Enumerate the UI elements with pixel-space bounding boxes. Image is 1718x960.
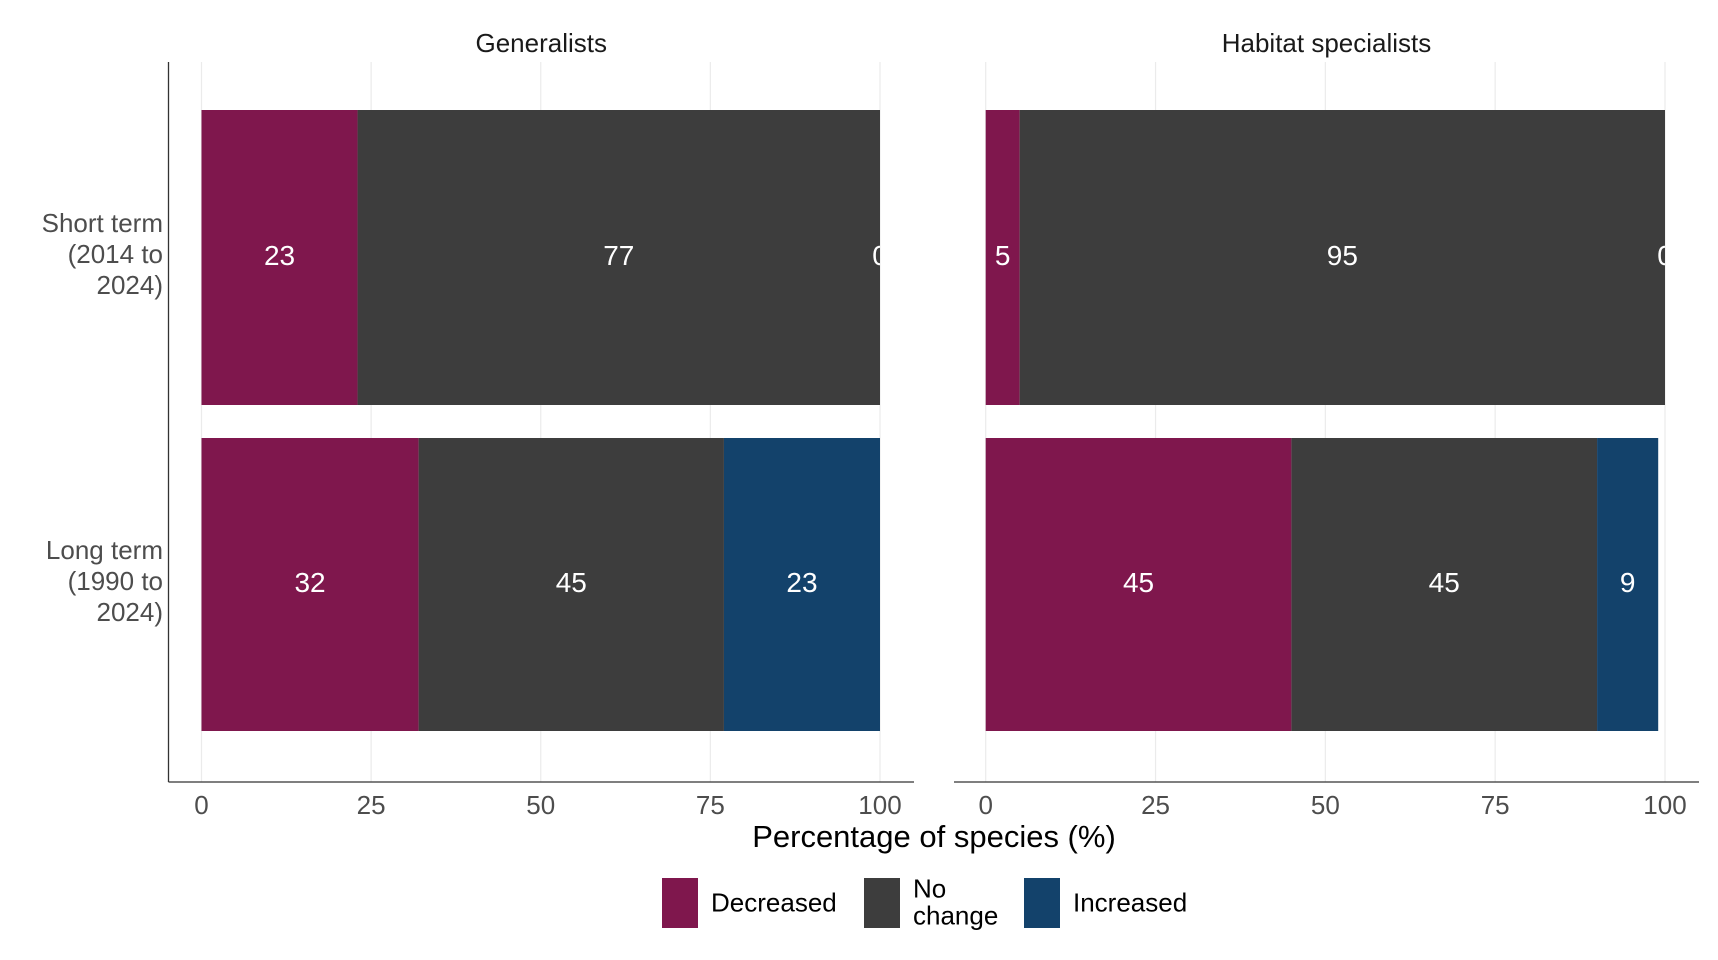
facet-title: Generalists xyxy=(476,28,608,58)
legend-label: Increased xyxy=(1073,887,1188,918)
x-tick-label: 50 xyxy=(526,790,555,820)
x-tick-label: 100 xyxy=(1643,790,1686,820)
data-label: 23 xyxy=(264,240,295,271)
x-axis-title: Percentage of species (%) xyxy=(752,819,1116,854)
x-tick-label: 100 xyxy=(858,790,901,820)
bar-segment xyxy=(1291,438,1598,731)
data-label: 0 xyxy=(1657,240,1673,271)
legend-swatch xyxy=(662,878,698,928)
data-label: 23 xyxy=(786,567,817,598)
bar-segment xyxy=(201,110,358,405)
bar-segment xyxy=(985,110,1020,405)
x-tick-label: 0 xyxy=(978,790,992,820)
legend-swatch xyxy=(864,878,900,928)
data-label: 77 xyxy=(603,240,634,271)
data-label: 45 xyxy=(556,567,587,598)
x-tick-label: 50 xyxy=(1311,790,1340,820)
x-tick-label: 75 xyxy=(696,790,725,820)
bar-segment xyxy=(1597,438,1659,731)
bar-segment xyxy=(201,438,419,731)
legend-swatch xyxy=(1024,878,1060,928)
bar-segment xyxy=(357,110,880,405)
data-label: 45 xyxy=(1429,567,1460,598)
legend-label: Decreased xyxy=(711,887,837,918)
data-label: 9 xyxy=(1620,567,1636,598)
x-tick-label: 75 xyxy=(1481,790,1510,820)
data-label: 45 xyxy=(1123,567,1154,598)
x-tick-label: 25 xyxy=(1141,790,1170,820)
data-label: 0 xyxy=(872,240,888,271)
bar-segment xyxy=(723,438,880,731)
x-tick-label: 0 xyxy=(194,790,208,820)
y-tick-label: Long term (1990 to 2024) xyxy=(45,534,163,627)
y-tick-label: Short term (2014 to 2024) xyxy=(41,207,163,300)
x-tick-label: 25 xyxy=(357,790,386,820)
data-label: 95 xyxy=(1327,240,1358,271)
bar-segment xyxy=(418,438,724,731)
data-label: 32 xyxy=(294,567,325,598)
legend-label: No change xyxy=(913,873,999,931)
bar-segment xyxy=(985,438,1292,731)
facet-title: Habitat specialists xyxy=(1222,28,1432,58)
data-label: 5 xyxy=(995,240,1011,271)
bar-segment xyxy=(1019,110,1665,405)
